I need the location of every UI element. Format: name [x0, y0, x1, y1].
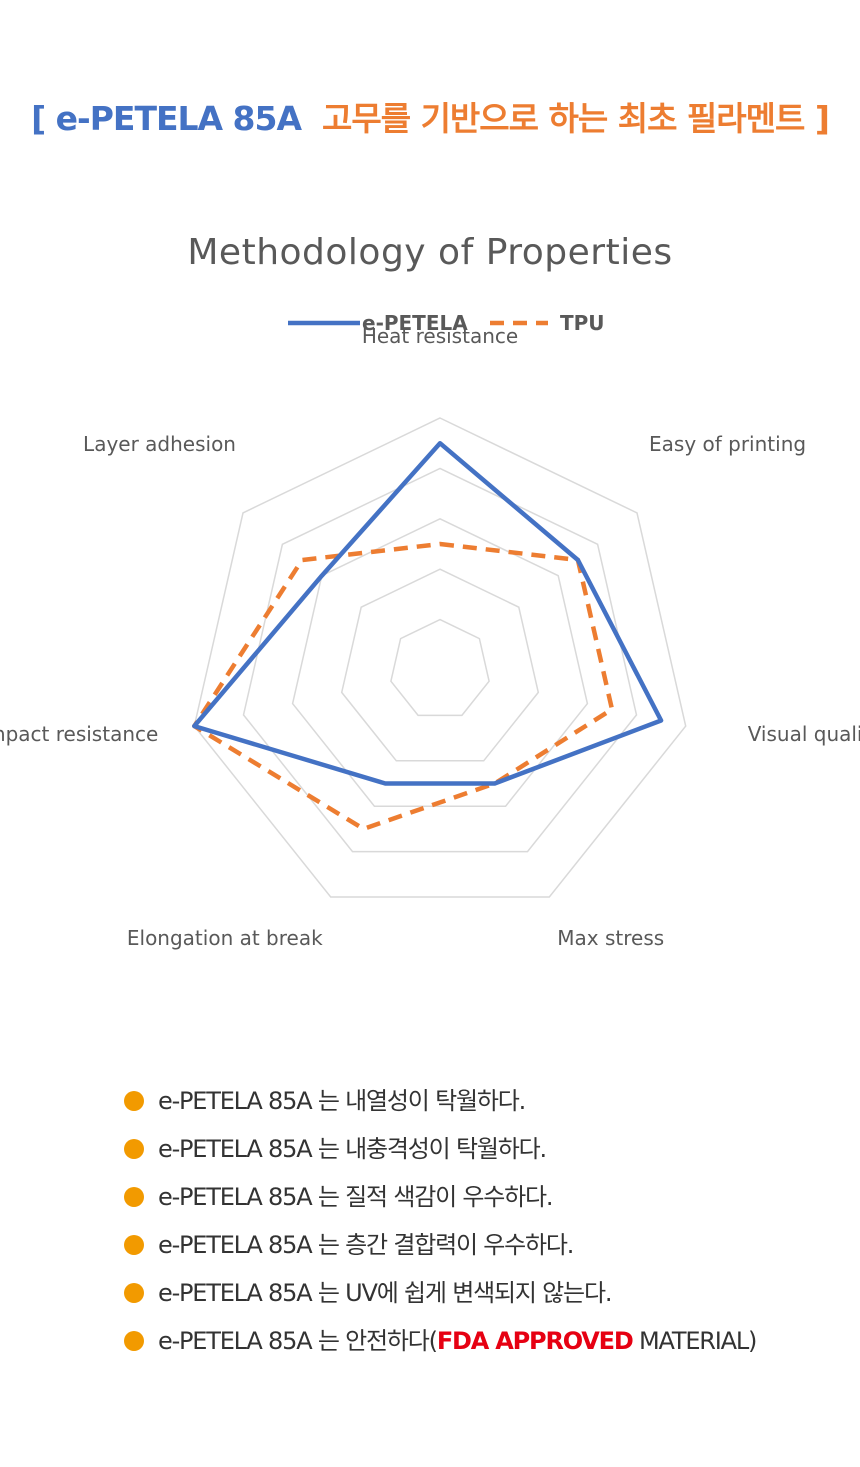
grid-ring-3	[291, 517, 589, 807]
axis-label-elongation-at-break: Elongation at break	[127, 926, 323, 950]
bullet-icon	[124, 1139, 144, 1159]
page-title: [ e-PETELA 85A 고무를 기반으로 하는 최초 필라멘트 ]	[0, 92, 860, 140]
list-item: e-PETELA 85A 는 내열성이 탁월하다.	[124, 1080, 756, 1128]
series-e-petela-line	[192, 440, 664, 786]
note-text: e-PETELA 85A 는 내충격성이 탁월하다.	[158, 1135, 547, 1163]
title-brand: [ e-PETELA 85A	[31, 99, 302, 138]
grid-ring-4	[242, 467, 638, 853]
series-tpu-line	[192, 541, 615, 832]
axis-label-max-stress: Max stress	[557, 926, 664, 950]
list-item: e-PETELA 85A 는 UV에 쉽게 변색되지 않는다.	[124, 1272, 756, 1320]
grid-ring-5	[193, 417, 687, 898]
grid-ring-2	[340, 568, 540, 762]
note-suffix: MATERIAL)	[632, 1327, 757, 1355]
chart-title: Methodology of Properties	[187, 232, 673, 273]
grid-ring-1	[390, 618, 490, 717]
axis-label-heat-resistance: Heat resistance	[362, 324, 518, 348]
note-text: e-PETELA 85A 는 안전하다(	[158, 1327, 438, 1355]
feature-list: e-PETELA 85A 는 내열성이 탁월하다. e-PETELA 85A 는…	[124, 1080, 757, 1368]
bullet-icon	[124, 1283, 144, 1303]
list-item: e-PETELA 85A 는 층간 결합력이 우수하다.	[124, 1224, 756, 1272]
bullet-icon	[124, 1091, 144, 1111]
axis-label-impact-resistance: Impact resistance	[0, 722, 158, 746]
bullet-icon	[124, 1235, 144, 1255]
note-text: e-PETELA 85A 는 내열성이 탁월하다.	[158, 1087, 526, 1115]
note-text: e-PETELA 85A 는 UV에 쉽게 변색되지 않는다.	[158, 1279, 612, 1307]
bullet-icon	[124, 1187, 144, 1207]
axis-label-visual-quality: Visual quality	[748, 722, 860, 746]
bullet-icon	[124, 1331, 144, 1351]
list-item: e-PETELA 85A 는 질적 색감이 우수하다.	[124, 1176, 756, 1224]
legend-label-e-petela: e-PETELA	[362, 311, 468, 335]
legend-label-tpu: TPU	[560, 311, 605, 335]
axis-label-layer-adhesion: Layer adhesion	[83, 432, 236, 456]
fda-approved-highlight: FDA APPROVED	[436, 1327, 634, 1355]
radar-chart: Heat resistance Easy of printing Visual qu…	[0, 311, 860, 950]
note-text: e-PETELA 85A 는 층간 결합력이 우수하다.	[158, 1231, 574, 1259]
list-item: e-PETELA 85A 는 안전하다(FDA APPROVED MATERIA…	[124, 1320, 757, 1368]
axis-label-easy-of-printing: Easy of printing	[649, 432, 806, 456]
list-item: e-PETELA 85A 는 내충격성이 탁월하다.	[124, 1128, 756, 1176]
title-description: 고무를 기반으로 하는 최초 필라멘트 ]	[322, 99, 830, 138]
note-text: e-PETELA 85A 는 질적 색감이 우수하다.	[158, 1183, 554, 1211]
